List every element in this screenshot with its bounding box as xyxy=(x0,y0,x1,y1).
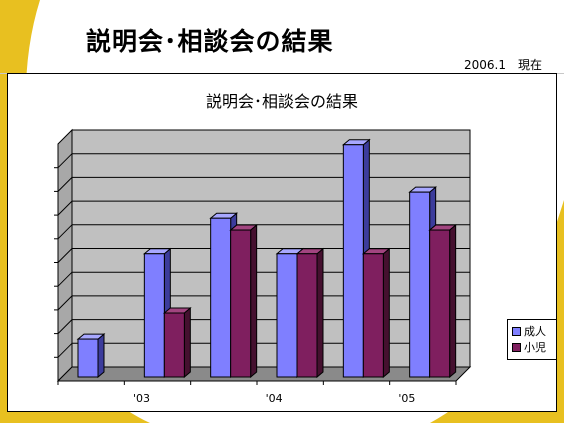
plot-floor xyxy=(56,366,472,382)
gridline-side xyxy=(57,153,73,169)
bar-side-child xyxy=(316,247,324,379)
chart-plot: '03 '04 '05 xyxy=(54,128,472,405)
bar-side-child xyxy=(449,223,457,379)
bar-adult xyxy=(342,144,364,378)
legend-swatch-adult xyxy=(512,326,521,336)
gridline-side xyxy=(57,248,73,263)
legend-item-adult: 成人 xyxy=(512,324,546,338)
legend-item-child: 小児 xyxy=(512,340,546,354)
slide-title: 説明会･相談会の結果 xyxy=(86,27,334,56)
chart-legend: 成人 小児 xyxy=(507,319,557,360)
gridline-side xyxy=(57,342,73,358)
x-tick-label: '05 xyxy=(398,392,415,405)
bar-child xyxy=(429,229,451,378)
gridline-side xyxy=(57,200,73,216)
gridline-side xyxy=(57,224,73,240)
bar-adult xyxy=(210,217,232,378)
legend-label-adult: 成人 xyxy=(524,325,546,338)
gridline-side xyxy=(57,271,73,287)
gridline-side xyxy=(57,319,73,334)
bar-side-child xyxy=(250,223,258,379)
gridline-side xyxy=(57,177,73,192)
bar-child xyxy=(362,253,384,378)
chart-title: 説明会･相談会の結果 xyxy=(205,92,358,111)
bar-child xyxy=(163,312,185,378)
bar-adult xyxy=(409,191,431,378)
legend-label-child: 小児 xyxy=(524,341,546,354)
x-tick-label: '04 xyxy=(266,392,283,405)
gridline-side xyxy=(57,295,73,311)
x-tick-label: '03 xyxy=(133,392,150,405)
bar-adult xyxy=(143,253,165,378)
legend-swatch-child xyxy=(512,342,521,352)
chart-area: 説明会･相談会の結果 '03 '04 '05 成人 小児 xyxy=(7,73,557,412)
bar-adult xyxy=(77,338,99,378)
bar-side-child xyxy=(382,247,390,379)
bar-child xyxy=(230,229,252,378)
bar-side-child xyxy=(183,306,191,379)
bar-adult xyxy=(276,253,298,378)
date-note: 2006.1 現在 xyxy=(464,58,542,72)
bar-child xyxy=(296,253,318,378)
bar-side-adult xyxy=(97,333,105,379)
